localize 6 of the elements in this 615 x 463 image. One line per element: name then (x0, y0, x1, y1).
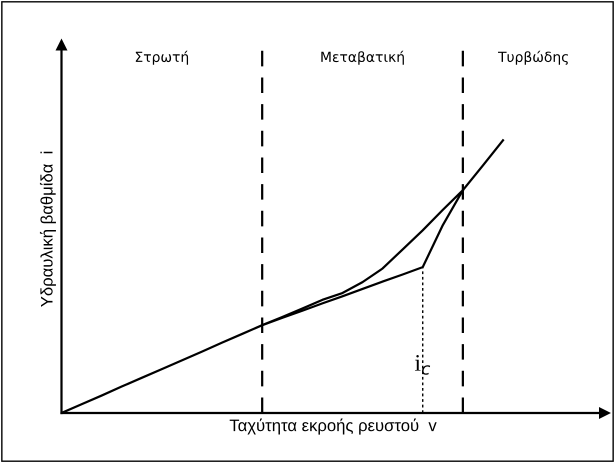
text: Μεταβατική (321, 50, 404, 65)
x-axis-title: Ταχύτητα εκροής ρευστού v (230, 418, 437, 435)
annotation: i$_{c}$ (414, 355, 430, 375)
text: Τυρβώδης (498, 50, 568, 65)
text: Στρωτή (136, 50, 188, 65)
y-axis-title: Υδραυλική βαθμίδα i (40, 152, 56, 307)
